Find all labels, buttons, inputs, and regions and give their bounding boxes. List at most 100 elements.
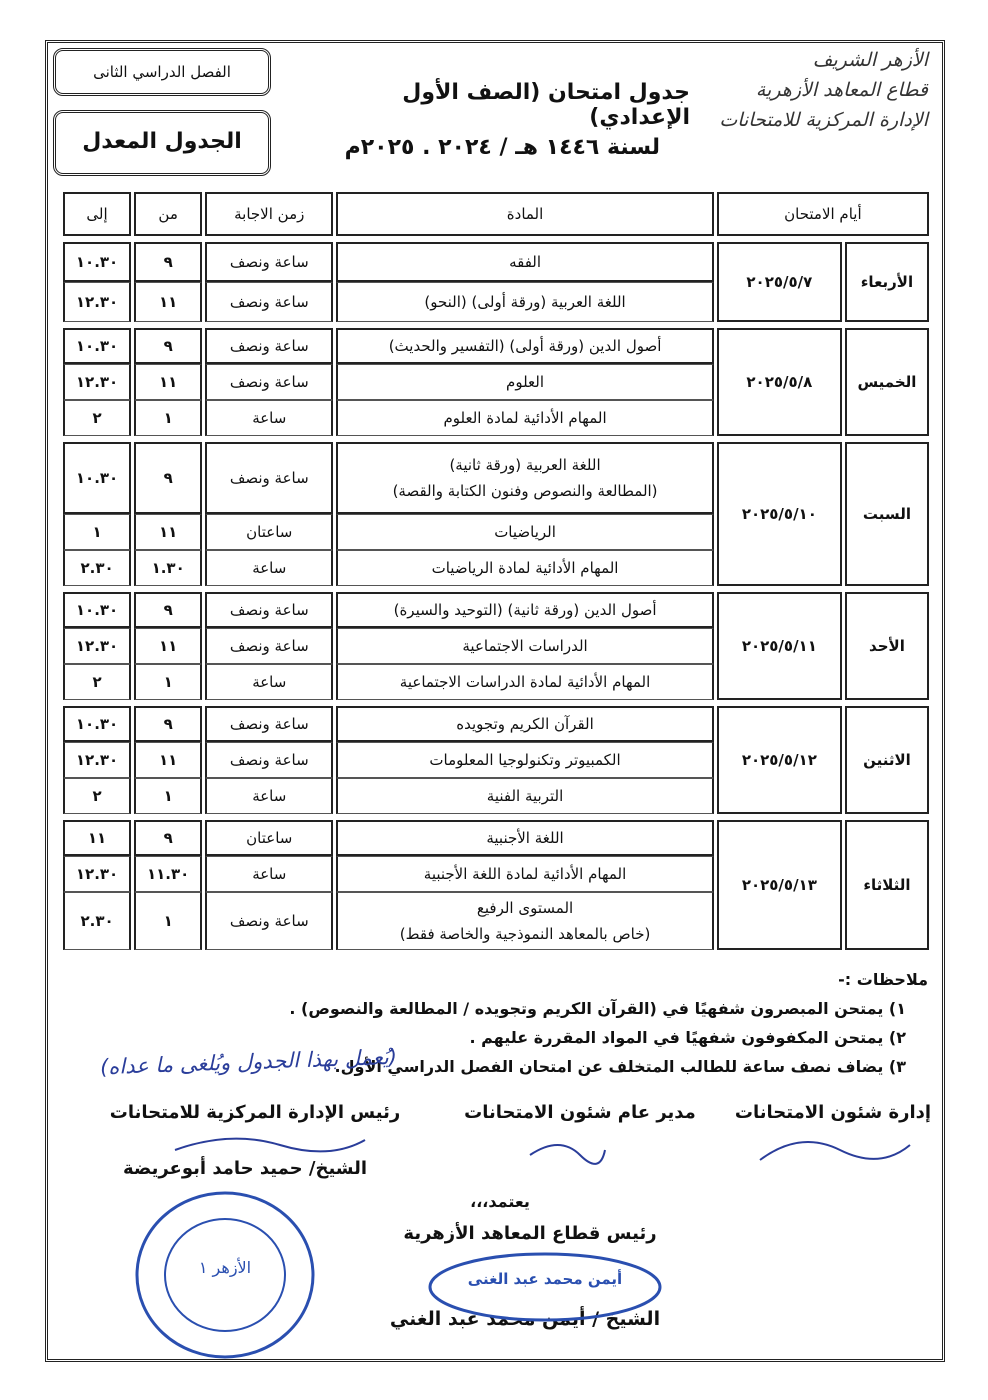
svg-text:أيمن محمد عبد الغنى: أيمن محمد عبد الغنى [468, 1269, 622, 1288]
official-round-stamp: الأزهر ١ [135, 1191, 315, 1359]
subject-cell: اللغة العربية (ورقة ثانية) (المطالعة وال… [336, 442, 714, 514]
exam-day: الاثنين [844, 706, 929, 814]
to-cell: ١ [63, 514, 132, 550]
from-cell: ١ [134, 664, 203, 700]
logo-line: قطاع المعاهد الأزهرية [755, 79, 928, 101]
duration-cell: ساعة ونصف [205, 628, 334, 664]
duration-cell: ساعة ونصف [205, 242, 334, 282]
handwritten-signature [759, 1141, 911, 1161]
exam-date: ٢٠٢٥/٥/٧ [716, 242, 842, 322]
exam-day: الخميس [844, 328, 929, 436]
azhar-logo: الأزهر الشريف قطاع المعاهد الأزهرية الإد… [688, 45, 928, 135]
table-row: السبت ٢٠٢٥/٥/١٠ اللغة العربية (ورقة ثانية)… [63, 442, 929, 586]
subject-cell: اللغة العربية (ورقة أولى) (النحو) [336, 282, 714, 322]
duration-cell: ساعة ونصف [205, 706, 334, 742]
duration-cell: ساعة [205, 550, 334, 586]
to-cell: ٢ [63, 400, 132, 436]
subject-cell: الفقه [336, 242, 714, 282]
exam-day: السبت [844, 442, 929, 586]
subject-cell: الكمبيوتر وتكنولوجيا المعلومات [336, 742, 714, 778]
from-cell: ٩ [134, 820, 203, 856]
from-cell: ١ [134, 892, 203, 950]
subject-cell: التربية الفنية [336, 778, 714, 814]
notes: ملاحظات :- ١) يمتحن المبصرون شفهيًا في (… [68, 965, 928, 1081]
from-cell: ١١ [134, 514, 203, 550]
to-cell: ١٢.٣٠ [63, 364, 132, 400]
handwritten-signature [174, 1137, 366, 1153]
table-row: الكمبيوتر وتكنولوجيا المعلومات ساعة ونصف ١… [63, 742, 929, 778]
subject-cell: المهام الأدائية لمادة الدراسات الاجتماعي… [336, 664, 714, 700]
subject-cell: المهام الأدائية لمادة الرياضيات [336, 550, 714, 586]
exam-day: الثلاثاء [844, 820, 929, 950]
from-cell: ٩ [134, 706, 203, 742]
duration-cell: ساعة ونصف [205, 592, 334, 628]
from-cell: ١ [134, 400, 203, 436]
exam-date: ٢٠٢٥/٥/١٠ [716, 442, 842, 586]
from-cell: ٩ [134, 442, 203, 514]
subject-cell: اللغة الأجنبية [336, 820, 714, 856]
subject-cell: الدراسات الاجتماعية [336, 628, 714, 664]
from-cell: ١١ [134, 628, 203, 664]
duration-cell: ساعة ونصف [205, 328, 334, 364]
table-row: الخميس ٢٠٢٥/٥/٨ أصول الدين (ورقة أولى) (ال… [63, 328, 929, 436]
from-cell: ٩ [134, 328, 203, 364]
notes-title: ملاحظات :- [838, 970, 928, 989]
header-to: إلى [63, 192, 132, 236]
general-manager-signature: مدير عام شئون الامتحانات [464, 1102, 696, 1123]
from-cell: ١.٣٠ [134, 550, 203, 586]
header-subject: المادة [336, 192, 714, 236]
table-row: الدراسات الاجتماعية ساعة ونصف ١١ ١٢.٣٠ [63, 628, 929, 664]
to-cell: ٢.٣٠ [63, 550, 132, 586]
logo-line: الإدارة المركزية للامتحانات [719, 109, 928, 131]
semester-box: الفصل الدراسي الثانى [53, 48, 271, 96]
table-row: الأربعاء ٢٠٢٥/٥/٧ الفقه ساعة ونصف ٩ ١٠.٣٠ [63, 242, 929, 322]
duration-cell: ساعة [205, 856, 334, 892]
approval-label: يعتمد،،، [470, 1192, 530, 1211]
subject-cell: المهام الأدائية لمادة اللغة الأجنبية [336, 856, 714, 892]
table-row: المهام الأدائية لمادة الرياضيات ساعة ١.٣٠ ٢… [63, 550, 929, 586]
official-oval-stamp: أيمن محمد عبد الغنى [428, 1252, 662, 1322]
table-row: المهام الأدائية لمادة العلوم ساعة ١ ٢ [63, 400, 929, 436]
table-row: الأحد ٢٠٢٥/٥/١١ أصول الدين (ورقة ثانية) (ا… [63, 592, 929, 700]
table-row: اللغة العربية (ورقة أولى) (النحو) ساعة ون… [63, 282, 929, 322]
to-cell: ١١ [63, 820, 132, 856]
duration-cell: ساعة [205, 664, 334, 700]
to-cell: ٢ [63, 778, 132, 814]
table-row: الاثنين ٢٠٢٥/٥/١٢ القرآن الكريم وتجويده ساع… [63, 706, 929, 814]
academic-year: لسنة ١٤٤٦ هـ / ٢٠٢٤ . ٢٠٢٥م [344, 135, 660, 160]
note-item: ٣) يضاف نصف ساعة للطالب المتخلف عن امتحا… [334, 1057, 906, 1076]
from-cell: ٩ [134, 242, 203, 282]
from-cell: ١١ [134, 742, 203, 778]
to-cell: ١٢.٣٠ [63, 282, 132, 322]
subject-cell: القرآن الكريم وتجويده [336, 706, 714, 742]
exam-date: ٢٠٢٥/٥/١١ [716, 592, 842, 700]
subject-cell: المهام الأدائية لمادة العلوم [336, 400, 714, 436]
to-cell: ١٠.٣٠ [63, 242, 132, 282]
from-cell: ١١ [134, 364, 203, 400]
exam-day: الأحد [844, 592, 929, 700]
page-title: جدول امتحان (الصف الأول الإعدادي) [402, 80, 690, 130]
table-row: المهام الأدائية لمادة الدراسات الاجتماعي… [63, 664, 929, 700]
note-item: ٢) يمتحن المكفوفون شفهيًا في المواد المق… [469, 1028, 906, 1047]
to-cell: ١٠.٣٠ [63, 706, 132, 742]
exam-date: ٢٠٢٥/٥/١٣ [716, 820, 842, 950]
duration-cell: ساعة [205, 778, 334, 814]
to-cell: ١٠.٣٠ [63, 442, 132, 514]
header-day: أيام الامتحان [716, 192, 929, 236]
duration-cell: ساعة ونصف [205, 742, 334, 778]
to-cell: ١٠.٣٠ [63, 328, 132, 364]
to-cell: ٢.٣٠ [63, 892, 132, 950]
from-cell: ٩ [134, 592, 203, 628]
handwritten-signature [529, 1144, 606, 1165]
duration-cell: ساعة [205, 400, 334, 436]
header-from: من [134, 192, 203, 236]
exam-date: ٢٠٢٥/٥/١٢ [716, 706, 842, 814]
logo-line: الأزهر الشريف [812, 49, 928, 71]
svg-text:الأزهر ١: الأزهر ١ [199, 1257, 251, 1278]
sector-head-title: رئيس قطاع المعاهد الأزهرية [403, 1223, 657, 1244]
duration-cell: ساعة ونصف [205, 282, 334, 322]
duration-cell: ساعتان [205, 820, 334, 856]
to-cell: ١٢.٣٠ [63, 742, 132, 778]
central-head-title: رئيس الإدارة المركزية للامتحانات [109, 1102, 401, 1123]
exam-date: ٢٠٢٥/٥/٨ [716, 328, 842, 436]
